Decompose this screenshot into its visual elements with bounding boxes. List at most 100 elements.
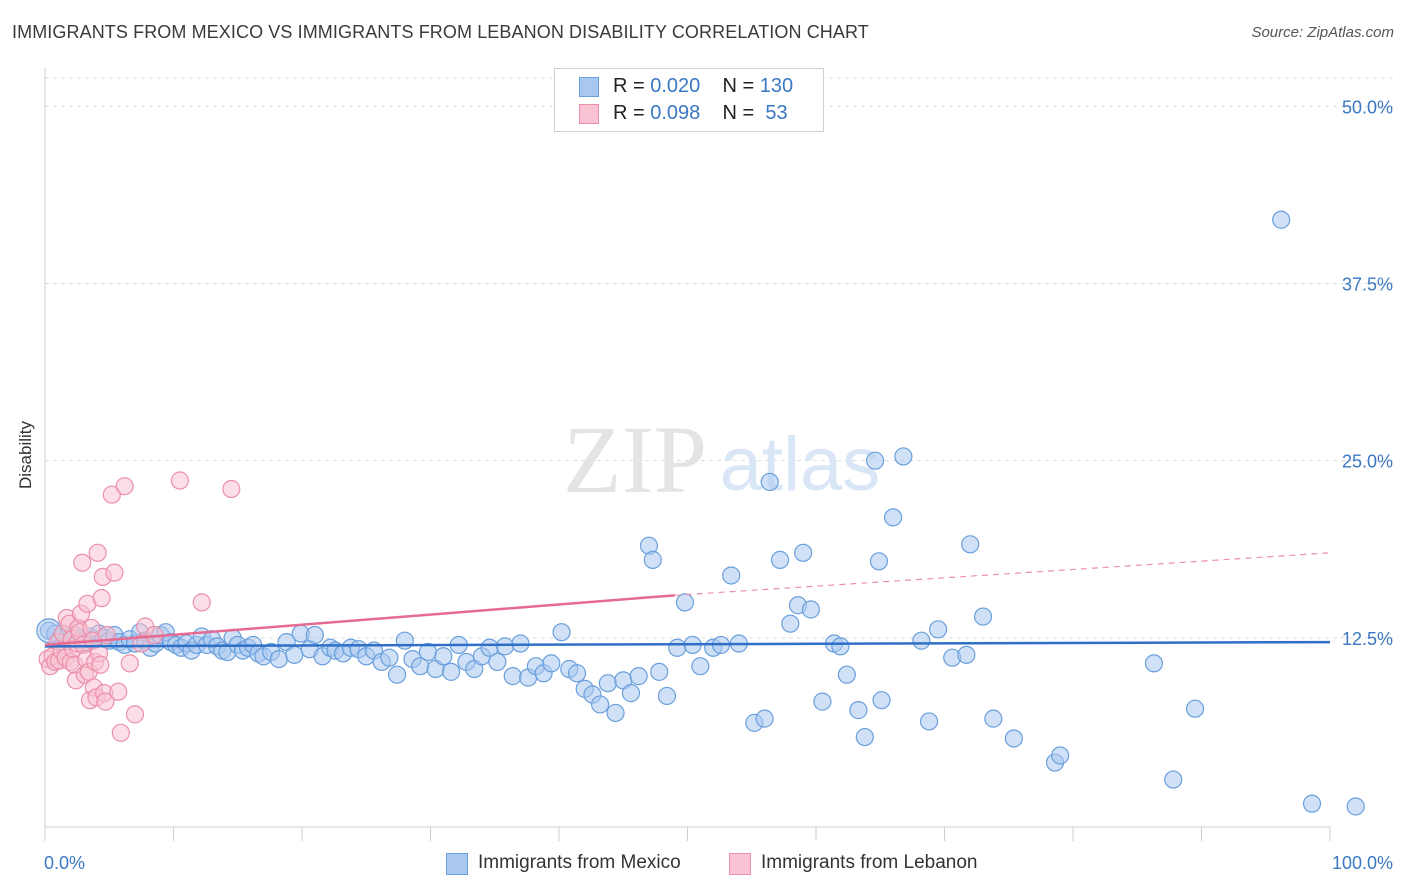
- data-point-mexico: [869, 552, 889, 571]
- y-tick-label: 25.0%: [1342, 452, 1393, 472]
- data-point-mexico: [542, 654, 561, 673]
- data-point-mexico: [488, 652, 507, 672]
- data-point-mexico: [1302, 794, 1322, 813]
- watermark-zip: ZIP: [563, 406, 707, 513]
- correlation-legend: R = 0.020 N = 130 R = 0.098 N = 53: [554, 68, 824, 132]
- data-point-mexico: [503, 667, 522, 686]
- x-tick-label-min: 0.0%: [44, 853, 85, 873]
- data-point-mexico: [1185, 699, 1205, 718]
- tick-labels: 12.5% 25.0% 37.5% 50.0% 0.0% 100.0%: [44, 97, 1393, 873]
- bottom-legend-label-mexico: Immigrants from Mexico: [478, 852, 681, 873]
- data-point-mexico: [760, 472, 779, 492]
- data-point-mexico: [395, 631, 414, 650]
- r-label: R =: [613, 102, 651, 124]
- source-label: Source: ZipAtlas.com: [1251, 24, 1394, 41]
- data-point-mexico: [755, 709, 774, 728]
- legend-text-lebanon: R = 0.098 N = 53: [613, 102, 788, 125]
- data-point-lebanon: [92, 589, 111, 608]
- data-point-mexico: [781, 614, 800, 633]
- data-point-mexico: [1144, 654, 1164, 673]
- data-point-lebanon: [192, 593, 211, 612]
- y-axis-label: Disability: [16, 420, 35, 490]
- data-point-mexico: [961, 535, 980, 554]
- data-point-mexico: [269, 649, 288, 669]
- data-point-mexico: [919, 712, 939, 731]
- data-point-lebanon: [115, 477, 134, 496]
- x-tick-label-max: 100.0%: [1332, 853, 1393, 873]
- data-point-mexico: [285, 645, 304, 664]
- data-point-mexico: [621, 684, 641, 703]
- data-point-mexico: [387, 665, 407, 684]
- data-point-mexico: [849, 701, 868, 720]
- watermark: ZIP atlas: [563, 406, 880, 513]
- series-lebanon: [38, 471, 241, 742]
- data-point-mexico: [657, 686, 677, 706]
- bottom-legend-swatch-lebanon: [729, 853, 751, 875]
- data-point-mexico: [629, 667, 648, 686]
- data-point-mexico: [855, 727, 874, 747]
- y-tick-label: 37.5%: [1342, 275, 1393, 295]
- legend-text-mexico: R = 0.020 N = 130: [613, 75, 793, 98]
- n-value: 53: [759, 102, 788, 124]
- data-point-mexico: [434, 647, 453, 666]
- data-point-mexico: [598, 674, 617, 693]
- r-value: 0.098: [650, 102, 701, 124]
- data-point-mexico: [305, 625, 324, 645]
- data-point-mexico: [380, 648, 399, 667]
- legend-swatch-lebanon: [579, 104, 599, 124]
- series-mexico: [36, 210, 1365, 816]
- data-point-lebanon: [125, 705, 145, 724]
- data-point-mexico: [1004, 729, 1023, 748]
- data-point-mexico: [984, 709, 1003, 728]
- data-point-mexico: [837, 665, 856, 684]
- data-point-mexico: [957, 645, 976, 664]
- y-tick-label: 50.0%: [1342, 97, 1393, 117]
- legend-swatch-mexico: [579, 77, 599, 97]
- data-point-lebanon: [170, 471, 190, 490]
- data-point-mexico: [591, 695, 610, 714]
- data-point-mexico: [831, 637, 850, 656]
- data-point-lebanon: [109, 682, 128, 701]
- r-value: 0.020: [650, 75, 701, 97]
- trend-lines: [44, 552, 1331, 648]
- bottom-legend-swatch-mexico: [446, 853, 468, 875]
- trend-line-lebanon: [44, 594, 675, 647]
- data-point-lebanon: [102, 485, 121, 504]
- data-point-mexico: [813, 692, 832, 711]
- data-point-mexico: [668, 638, 687, 657]
- data-point-mexico: [928, 620, 948, 639]
- data-point-mexico: [912, 631, 931, 650]
- data-point-mexico: [606, 703, 625, 723]
- data-point-mexico: [866, 451, 885, 470]
- data-point-mexico: [1272, 210, 1291, 229]
- data-point-mexico: [691, 657, 710, 676]
- data-point-lebanon: [91, 655, 110, 674]
- trend-line-mexico: [44, 640, 1331, 648]
- watermark-atlas: atlas: [720, 422, 881, 507]
- n-value: 130: [759, 75, 794, 97]
- data-point-lebanon: [111, 723, 130, 742]
- data-point-mexico: [495, 637, 515, 656]
- data-point-mexico: [567, 664, 587, 683]
- data-point-mexico: [441, 662, 461, 681]
- data-point-mexico: [801, 600, 820, 619]
- n-label: N =: [722, 102, 760, 124]
- data-point-lebanon: [105, 563, 124, 582]
- data-point-mexico: [1051, 746, 1070, 765]
- data-point-mexico: [794, 543, 813, 562]
- data-point-mexico: [552, 623, 571, 642]
- data-point-lebanon: [73, 553, 92, 572]
- data-point-mexico: [722, 566, 741, 585]
- data-point-mexico: [872, 691, 891, 710]
- data-point-lebanon: [88, 543, 107, 562]
- data-point-mexico: [650, 662, 669, 681]
- axes: [44, 68, 1331, 841]
- data-point-mexico: [643, 550, 662, 569]
- data-point-mexico: [675, 593, 695, 612]
- data-point-lebanon: [132, 634, 151, 653]
- grid-lines: [45, 77, 1393, 639]
- data-point-lebanon: [222, 479, 241, 499]
- data-point-lebanon: [96, 692, 115, 711]
- data-point-mexico: [883, 508, 903, 527]
